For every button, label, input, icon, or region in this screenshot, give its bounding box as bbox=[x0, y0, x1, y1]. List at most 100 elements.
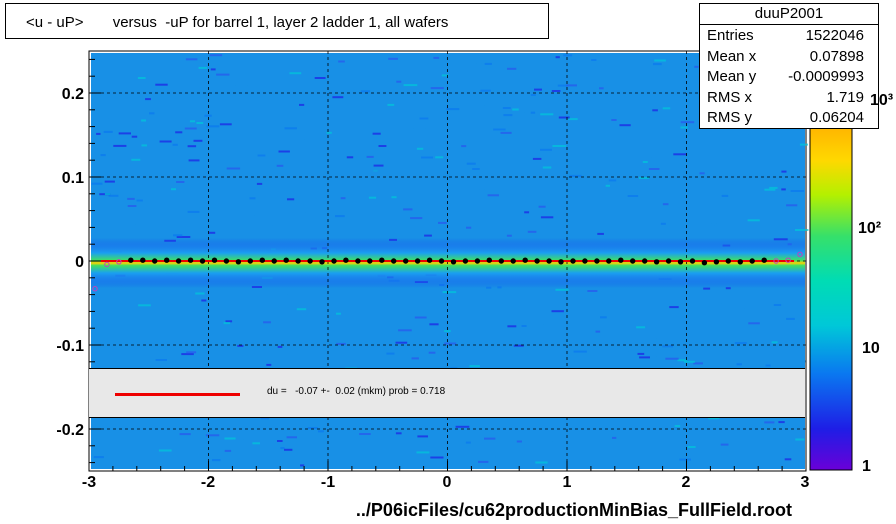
profile-point bbox=[522, 257, 528, 263]
profile-point bbox=[379, 257, 385, 263]
heatmap-cell bbox=[446, 108, 460, 111]
heatmap-cell bbox=[461, 145, 467, 148]
heatmap-cell bbox=[338, 60, 345, 63]
heatmap-cell bbox=[637, 352, 645, 355]
heatmap-cell bbox=[662, 203, 669, 206]
fit-legend-text: du = -0.07 +- 0.02 (mkm) prob = 0.718 bbox=[267, 386, 446, 397]
heatmap-cell bbox=[677, 359, 687, 362]
stats-label: Entries bbox=[707, 27, 754, 44]
heatmap-cell bbox=[287, 198, 295, 201]
heatmap-cell bbox=[271, 93, 276, 96]
heatmap-cell bbox=[373, 164, 384, 167]
heatmap-cell bbox=[336, 312, 341, 315]
profile-point bbox=[355, 258, 361, 264]
heatmap-cell bbox=[171, 188, 176, 191]
heatmap-cell bbox=[524, 433, 531, 436]
heatmap-cell bbox=[792, 360, 806, 363]
heatmap-cell bbox=[489, 174, 502, 177]
heatmap-cell bbox=[141, 119, 146, 122]
heatmap-cell bbox=[503, 114, 513, 117]
heatmap-cell bbox=[442, 291, 457, 294]
heatmap-cell bbox=[173, 234, 183, 237]
heatmap-cell bbox=[572, 443, 580, 445]
heatmap-cell bbox=[201, 299, 207, 302]
heatmap-cell bbox=[591, 59, 597, 61]
profile-point bbox=[498, 258, 504, 264]
heatmap-cell bbox=[209, 231, 216, 234]
heatmap-cell bbox=[233, 439, 244, 442]
heatmap-cell bbox=[209, 54, 223, 57]
profile-point bbox=[749, 258, 755, 264]
heatmap-cell bbox=[172, 143, 178, 146]
heatmap-cell bbox=[708, 417, 720, 420]
heatmap-cell bbox=[359, 433, 371, 435]
heatmap-cell bbox=[571, 435, 578, 438]
heatmap-cell bbox=[612, 436, 617, 439]
heatmap-cell bbox=[555, 56, 560, 59]
heatmap-cell bbox=[530, 94, 536, 96]
heatmap-cell bbox=[210, 68, 216, 71]
heatmap-cell bbox=[296, 308, 307, 311]
heatmap-cell bbox=[249, 197, 256, 200]
heatmap-cell bbox=[113, 144, 127, 147]
stats-value: 0.06204 bbox=[809, 109, 864, 126]
heatmap-cell bbox=[644, 338, 651, 341]
stats-value: 1.719 bbox=[826, 88, 864, 106]
heatmap-cell bbox=[764, 421, 775, 424]
heatmap-cell bbox=[547, 439, 553, 442]
heatmap-cell bbox=[773, 304, 782, 306]
heatmap-cell bbox=[684, 360, 695, 363]
heatmap-cell bbox=[403, 208, 413, 211]
profile-point bbox=[128, 257, 134, 263]
heatmap-cell bbox=[289, 72, 302, 75]
heatmap-cell bbox=[204, 114, 212, 117]
heatmap-cell bbox=[538, 150, 550, 153]
colorbar-label: 10² bbox=[858, 220, 882, 237]
heatmap-cell bbox=[158, 449, 172, 452]
profile-point bbox=[570, 258, 576, 264]
plot-title: <u - uP> versus -uP for barrel 1, layer … bbox=[26, 14, 449, 31]
heatmap-cell bbox=[398, 329, 412, 332]
heatmap-cell bbox=[683, 336, 694, 338]
heatmap-cell bbox=[786, 204, 798, 207]
profile-point bbox=[797, 251, 803, 258]
heatmap-cell bbox=[735, 134, 749, 137]
heatmap-cell bbox=[513, 344, 524, 347]
heatmap-cell bbox=[639, 356, 650, 359]
x-tick-label: 0 bbox=[442, 474, 452, 491]
heatmap-cell bbox=[99, 193, 111, 196]
heatmap-cell bbox=[300, 137, 305, 140]
heatmap-cell bbox=[219, 123, 232, 126]
heatmap-cell bbox=[499, 362, 513, 365]
profile-point bbox=[677, 259, 684, 265]
heatmap-cell bbox=[235, 83, 248, 86]
profile-point bbox=[773, 258, 779, 264]
heatmap-cell bbox=[131, 135, 138, 138]
heatmap-cell bbox=[335, 215, 345, 218]
heatmap-cell bbox=[94, 290, 107, 293]
heatmap-cell bbox=[137, 77, 146, 79]
profile-point bbox=[414, 258, 421, 264]
heatmap-cell bbox=[391, 196, 397, 199]
heatmap-cell bbox=[703, 287, 711, 290]
profile-point bbox=[343, 257, 349, 263]
heatmap-cell bbox=[652, 109, 658, 112]
profile-point bbox=[606, 258, 612, 264]
heatmap-cell bbox=[447, 235, 461, 238]
heatmap-cell bbox=[151, 195, 158, 198]
heatmap-cell bbox=[706, 223, 715, 226]
heatmap-cell bbox=[307, 427, 318, 429]
heatmap-cell bbox=[149, 112, 155, 115]
heatmap-cell bbox=[795, 438, 805, 441]
heatmap-cell bbox=[597, 232, 604, 235]
heatmap-cell bbox=[441, 74, 449, 77]
heatmap-cell bbox=[416, 451, 430, 454]
heatmap-cell bbox=[781, 170, 787, 173]
heatmap-cell bbox=[679, 458, 691, 461]
profile-point bbox=[247, 258, 254, 264]
heatmap-cell bbox=[532, 157, 542, 160]
fit-legend-line bbox=[115, 393, 240, 396]
heatmap-cell bbox=[138, 304, 151, 307]
heatmap-cell bbox=[96, 132, 101, 135]
heatmap-cell bbox=[277, 345, 283, 348]
